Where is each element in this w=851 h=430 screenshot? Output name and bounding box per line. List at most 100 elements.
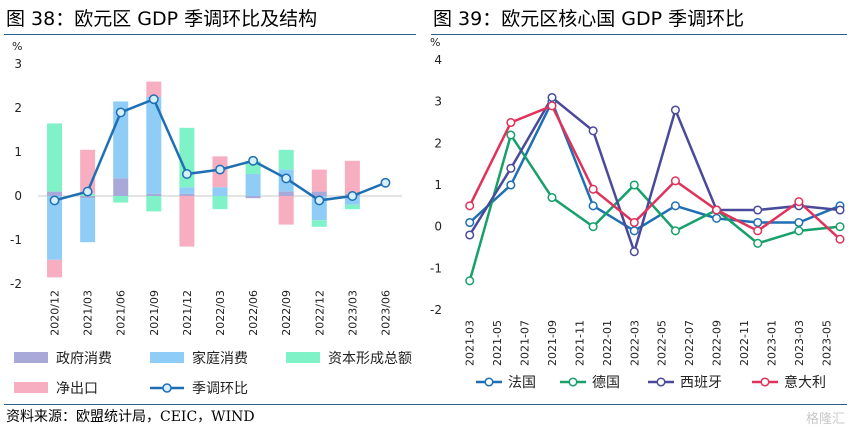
bar-净出口 — [344, 160, 360, 194]
point-季调环比 — [347, 191, 358, 201]
point-季调环比 — [181, 169, 192, 179]
point-意大利 — [629, 217, 639, 228]
point-意大利 — [835, 234, 845, 244]
point-法国 — [465, 217, 475, 228]
point-季调环比 — [248, 155, 259, 166]
point-德国 — [547, 192, 557, 203]
bar-资本形成总额 — [212, 196, 228, 210]
legend-marker-西班牙 — [656, 377, 666, 387]
point-季调环比 — [314, 195, 325, 206]
bar-资本形成总额 — [146, 196, 162, 212]
x-tick-label: 2021/12 — [181, 290, 194, 336]
bar-政府消费 — [47, 191, 63, 196]
fig39-title: 图 39：欧元区核心国 GDP 季调环比 — [433, 8, 745, 30]
x-tick-label: 2022-11 — [738, 320, 751, 366]
point-季调环比 — [49, 195, 60, 206]
point-法国 — [794, 217, 804, 228]
y-tick-label: 2 — [434, 136, 442, 150]
point-德国 — [835, 222, 845, 232]
y-tick-label: -1 — [430, 261, 442, 275]
y-tick-label: 0 — [434, 220, 442, 234]
x-tick-label: 2021/03 — [82, 290, 95, 336]
point-西班牙 — [547, 92, 557, 103]
y-tick-label: -1 — [10, 233, 22, 247]
x-tick-label: 2022-07 — [683, 320, 696, 366]
point-德国 — [794, 226, 804, 236]
legend-marker-季调环比 — [162, 383, 172, 393]
y-tick-label: 0 — [14, 189, 22, 203]
x-tick-label: 2022-05 — [656, 320, 669, 366]
point-德国 — [506, 130, 516, 140]
point-意大利 — [547, 101, 557, 111]
x-tick-label: 2022/12 — [313, 290, 326, 336]
bar-政府消费 — [80, 196, 96, 199]
legend-marker-德国 — [568, 377, 578, 387]
x-tick-label: 2022/06 — [247, 290, 260, 336]
legend-label: 净出口 — [56, 381, 98, 397]
point-西班牙 — [753, 205, 763, 215]
legend-swatch-资本形成总额 — [286, 352, 320, 363]
bar-资本形成总额 — [278, 149, 294, 170]
bar-净出口 — [179, 196, 195, 247]
x-tick-label: 2022-01 — [601, 320, 614, 366]
point-意大利 — [753, 226, 763, 236]
title-divider — [4, 34, 416, 35]
x-tick-label: 2022-09 — [711, 320, 724, 366]
bar-政府消费 — [245, 196, 261, 199]
x-tick-label: 2021-09 — [546, 320, 559, 366]
legend-marker-意大利 — [760, 377, 770, 387]
bar-资本形成总额 — [113, 196, 129, 203]
point-德国 — [588, 222, 598, 232]
point-意大利 — [794, 197, 804, 207]
watermark: 格隆汇 — [805, 412, 845, 427]
legend-label: 家庭消费 — [192, 350, 248, 367]
bar-政府消费 — [311, 191, 327, 196]
y-tick-label: 3 — [14, 57, 22, 71]
point-德国 — [465, 276, 475, 286]
point-法国 — [712, 213, 722, 223]
point-法国 — [629, 226, 639, 236]
legend-label: 政府消费 — [56, 351, 112, 367]
x-tick-label: 2022/09 — [280, 290, 293, 336]
y-tick-label: 1 — [434, 178, 442, 192]
legend-label: 德国 — [592, 375, 620, 391]
point-意大利 — [465, 201, 475, 211]
y-tick-label: -2 — [430, 303, 442, 317]
x-tick-label: 2023-01 — [765, 320, 778, 366]
point-法国 — [670, 201, 680, 211]
y-tick-label: 4 — [434, 53, 442, 67]
x-tick-label: 2021-07 — [519, 320, 532, 366]
y-tick-label: -2 — [10, 277, 22, 291]
x-tick-label: 2021-03 — [464, 320, 477, 366]
y-tick-label: 1 — [14, 145, 22, 159]
point-季调环比 — [82, 186, 93, 197]
point-季调环比 — [148, 94, 159, 105]
legend-swatch-家庭消费 — [150, 352, 184, 363]
bar-家庭消费 — [245, 174, 261, 196]
bar-资本形成总额 — [344, 204, 360, 210]
bar-资本形成总额 — [47, 123, 63, 192]
point-季调环比 — [115, 107, 126, 118]
x-tick-label: 2023-03 — [793, 320, 806, 366]
fig38-title: 图 38：欧元区 GDP 季调环比及结构 — [6, 8, 318, 30]
point-意大利 — [712, 205, 722, 215]
point-西班牙 — [835, 205, 845, 215]
x-tick-label: 2023/06 — [379, 290, 392, 336]
point-季调环比 — [380, 177, 391, 188]
x-tick-label: 2023/03 — [346, 290, 359, 336]
line-西班牙 — [468, 95, 841, 256]
bar-净出口 — [278, 196, 294, 225]
x-tick-label: 2021-05 — [491, 320, 504, 366]
bar-家庭消费 — [146, 97, 162, 194]
legend-label: 季调环比 — [192, 381, 248, 397]
point-季调环比 — [215, 164, 225, 175]
point-法国 — [506, 180, 516, 190]
point-西班牙 — [629, 247, 639, 257]
x-tick-label: 2021/06 — [115, 290, 128, 336]
point-德国 — [629, 180, 639, 190]
point-西班牙 — [588, 126, 598, 136]
point-西班牙 — [506, 163, 516, 173]
point-德国 — [753, 238, 763, 248]
x-tick-label: 2020/12 — [49, 290, 62, 336]
legend-label: 意大利 — [784, 374, 826, 391]
